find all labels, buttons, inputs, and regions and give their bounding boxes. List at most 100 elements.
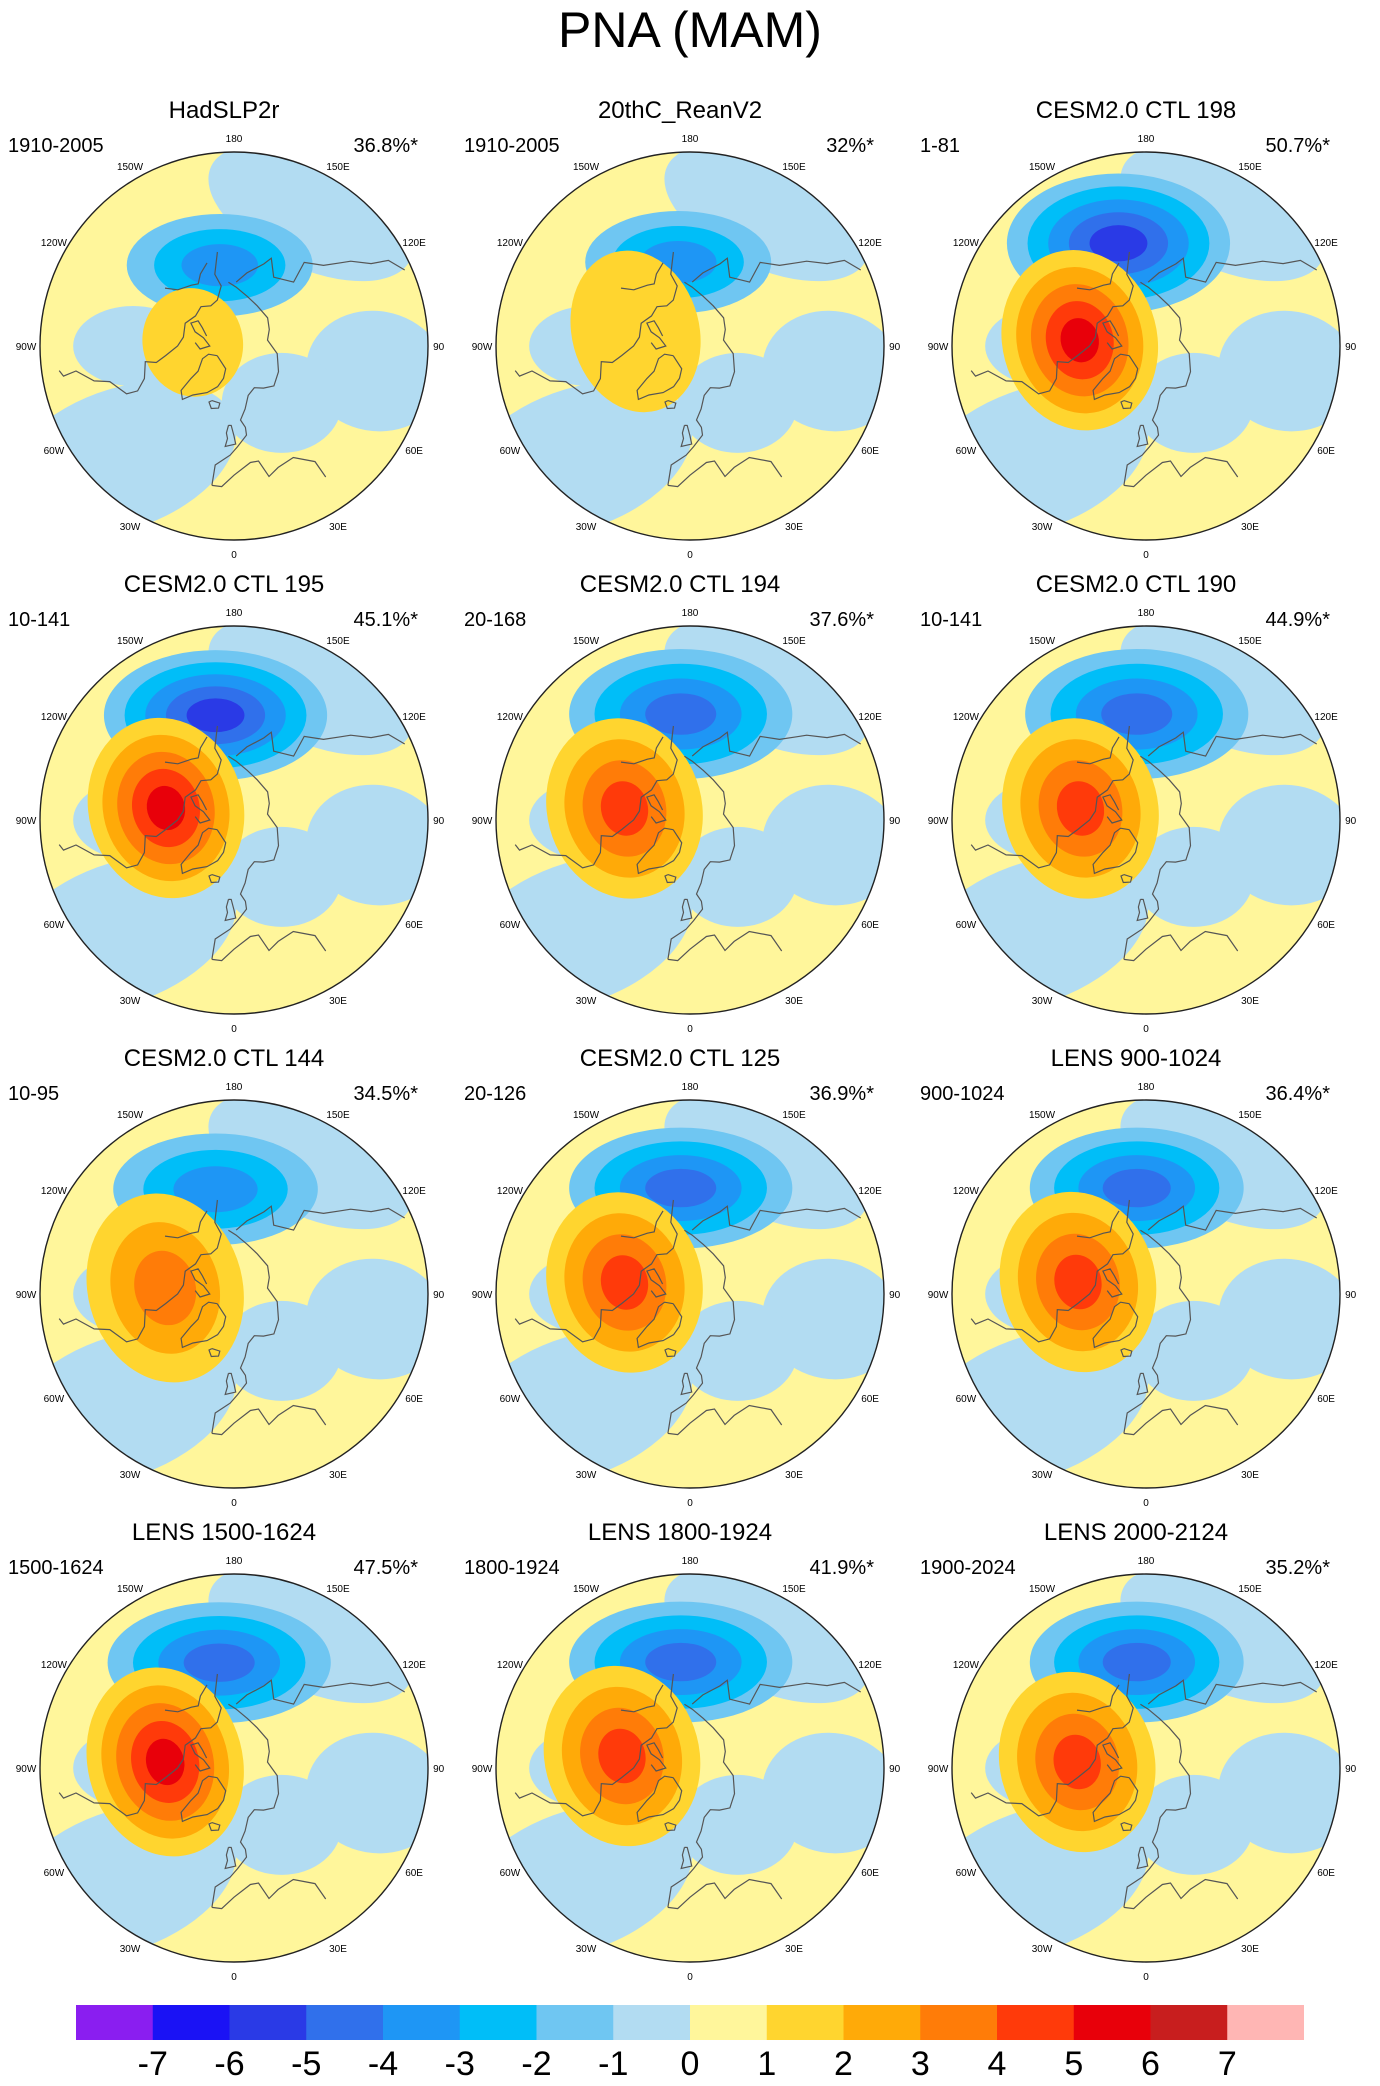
longitude-label: 0 bbox=[687, 550, 693, 561]
longitude-label: 60E bbox=[861, 1868, 879, 1879]
longitude-label: 30W bbox=[576, 522, 597, 533]
coastline bbox=[1076, 1210, 1120, 1239]
map-panel: 180 150W 150E 120W 120E 90W 90E 60W 60E 30W 30E 0 CE… bbox=[460, 1044, 900, 1524]
map-boundary bbox=[951, 151, 1341, 541]
coastline bbox=[664, 874, 677, 884]
longitude-label: 30W bbox=[120, 1470, 141, 1481]
map-boundary bbox=[951, 1573, 1341, 1963]
longitude-label: 30W bbox=[576, 1944, 597, 1955]
longitude-label: 150W bbox=[1029, 1110, 1056, 1121]
longitude-label: 30E bbox=[785, 996, 803, 1007]
contour-field bbox=[40, 626, 428, 1014]
coastline bbox=[514, 251, 678, 395]
map-boundary bbox=[951, 1099, 1341, 1489]
map-panel: 180 150W 150E 120W 120E 90W 90E 60W 60E 30W 30E 0 LE… bbox=[916, 1518, 1356, 1998]
longitude-label: 30W bbox=[1032, 1944, 1053, 1955]
coastline bbox=[514, 725, 678, 869]
band-minus1-to-0-4 bbox=[677, 1300, 798, 1401]
longitude-label: 60E bbox=[861, 920, 879, 931]
longitude-label: 90W bbox=[472, 1764, 493, 1775]
coastline bbox=[1120, 400, 1133, 410]
polar-map: 180 150W 150E 120W 120E 90W 90E 60W 60E 30W 30E 0 bbox=[16, 1556, 444, 1983]
longitude-label: 150E bbox=[1238, 636, 1262, 647]
longitude-label: 120W bbox=[41, 238, 68, 249]
coastline bbox=[646, 320, 667, 350]
longitude-label: 120E bbox=[402, 238, 426, 249]
coastline bbox=[970, 725, 1134, 869]
longitude-label: 0 bbox=[1143, 1024, 1149, 1035]
panel-title: 20thC_ReanV2 bbox=[597, 97, 763, 124]
coastline bbox=[680, 424, 693, 448]
coastline bbox=[1102, 1742, 1123, 1772]
longitude-label: 60E bbox=[405, 1394, 423, 1405]
panel-explained-variance: 36.8%* bbox=[353, 135, 419, 157]
contour-field bbox=[496, 626, 884, 1014]
map-boundary bbox=[495, 625, 885, 1015]
coastline bbox=[1123, 1404, 1239, 1436]
coastline bbox=[636, 1301, 683, 1349]
longitude-label: 90E bbox=[433, 1290, 444, 1301]
coastline bbox=[646, 1268, 667, 1298]
longitude-label: 90E bbox=[889, 1764, 900, 1775]
contour-field bbox=[952, 152, 1340, 540]
longitude-label: 60W bbox=[44, 1394, 65, 1405]
panel-period: 1-81 bbox=[920, 135, 961, 157]
longitude-label: 150W bbox=[1029, 1584, 1056, 1595]
coastline bbox=[1102, 794, 1123, 824]
coastline bbox=[190, 320, 211, 350]
coastline bbox=[1076, 736, 1120, 765]
coastline bbox=[208, 874, 221, 884]
colorbar-tick-label: 0 bbox=[680, 2045, 700, 2083]
panel-explained-variance: 34.5%* bbox=[353, 1083, 419, 1105]
map-panel: 180 150W 150E 120W 120E 90W 90E 60W 60E 30W 30E 0 CE… bbox=[4, 1044, 444, 1524]
longitude-label: 90W bbox=[16, 816, 37, 827]
high-contour-4 bbox=[1060, 318, 1099, 363]
coastline bbox=[224, 1372, 237, 1396]
panel-title: LENS 900-1024 bbox=[1050, 1045, 1222, 1072]
coastline bbox=[1076, 262, 1120, 291]
panel-explained-variance: 36.9%* bbox=[809, 1083, 875, 1105]
high-contour-4 bbox=[145, 1738, 185, 1786]
panel-explained-variance: 44.9%* bbox=[1265, 609, 1331, 631]
longitude-label: 0 bbox=[687, 1024, 693, 1035]
longitude-label: 30E bbox=[785, 1944, 803, 1955]
map-panel: 180 150W 150E 120W 120E 90W 90E 60W 60E 30W 30E 0 CE… bbox=[4, 570, 444, 1050]
longitude-label: 60E bbox=[1317, 1868, 1335, 1879]
high-contour-3 bbox=[598, 1728, 646, 1784]
longitude-label: 150E bbox=[782, 162, 806, 173]
longitude-label: 90E bbox=[433, 1764, 444, 1775]
coastline bbox=[208, 400, 221, 410]
panel-title: CESM2.0 CTL 198 bbox=[1035, 97, 1237, 124]
panel-period: 1800-1924 bbox=[464, 1557, 560, 1579]
coastline bbox=[667, 755, 736, 960]
colorbar-swatch bbox=[997, 2005, 1075, 2040]
band-minus1-to-0-4 bbox=[677, 352, 798, 453]
longitude-label: 120E bbox=[1314, 238, 1338, 249]
colorbar-tick-label: 4 bbox=[987, 2045, 1007, 2083]
longitude-label: 150W bbox=[117, 162, 144, 173]
low-contour-4 bbox=[1089, 225, 1148, 262]
longitude-label: 60E bbox=[405, 920, 423, 931]
longitude-label: 0 bbox=[231, 1498, 237, 1509]
high-contour-3 bbox=[600, 1255, 649, 1310]
map-boundary bbox=[951, 625, 1341, 1015]
panel-period: 20-168 bbox=[464, 609, 527, 631]
panel-period: 900-1024 bbox=[920, 1083, 1005, 1105]
band-minus1-to-0-4 bbox=[677, 1774, 798, 1875]
coastline bbox=[680, 1372, 693, 1396]
longitude-label: 120E bbox=[1314, 712, 1338, 723]
polar-map: 180 150W 150E 120W 120E 90W 90E 60W 60E 30W 30E 0 bbox=[472, 1556, 900, 1983]
longitude-label: 60E bbox=[861, 1394, 879, 1405]
high-contour-0 bbox=[570, 250, 701, 413]
longitude-label: 180 bbox=[1138, 134, 1155, 145]
band-minus1-to-0-4 bbox=[221, 1774, 342, 1875]
panel-title: LENS 1800-1924 bbox=[587, 1519, 773, 1546]
longitude-label: 150W bbox=[117, 1584, 144, 1595]
coastline bbox=[664, 1348, 677, 1358]
coastline bbox=[1092, 353, 1139, 401]
longitude-label: 90E bbox=[1345, 1290, 1356, 1301]
figure-title: PNA (MAM) bbox=[558, 2, 822, 58]
longitude-label: 150E bbox=[1238, 1110, 1262, 1121]
longitude-label: 90W bbox=[472, 342, 493, 353]
coastline bbox=[211, 1878, 327, 1910]
